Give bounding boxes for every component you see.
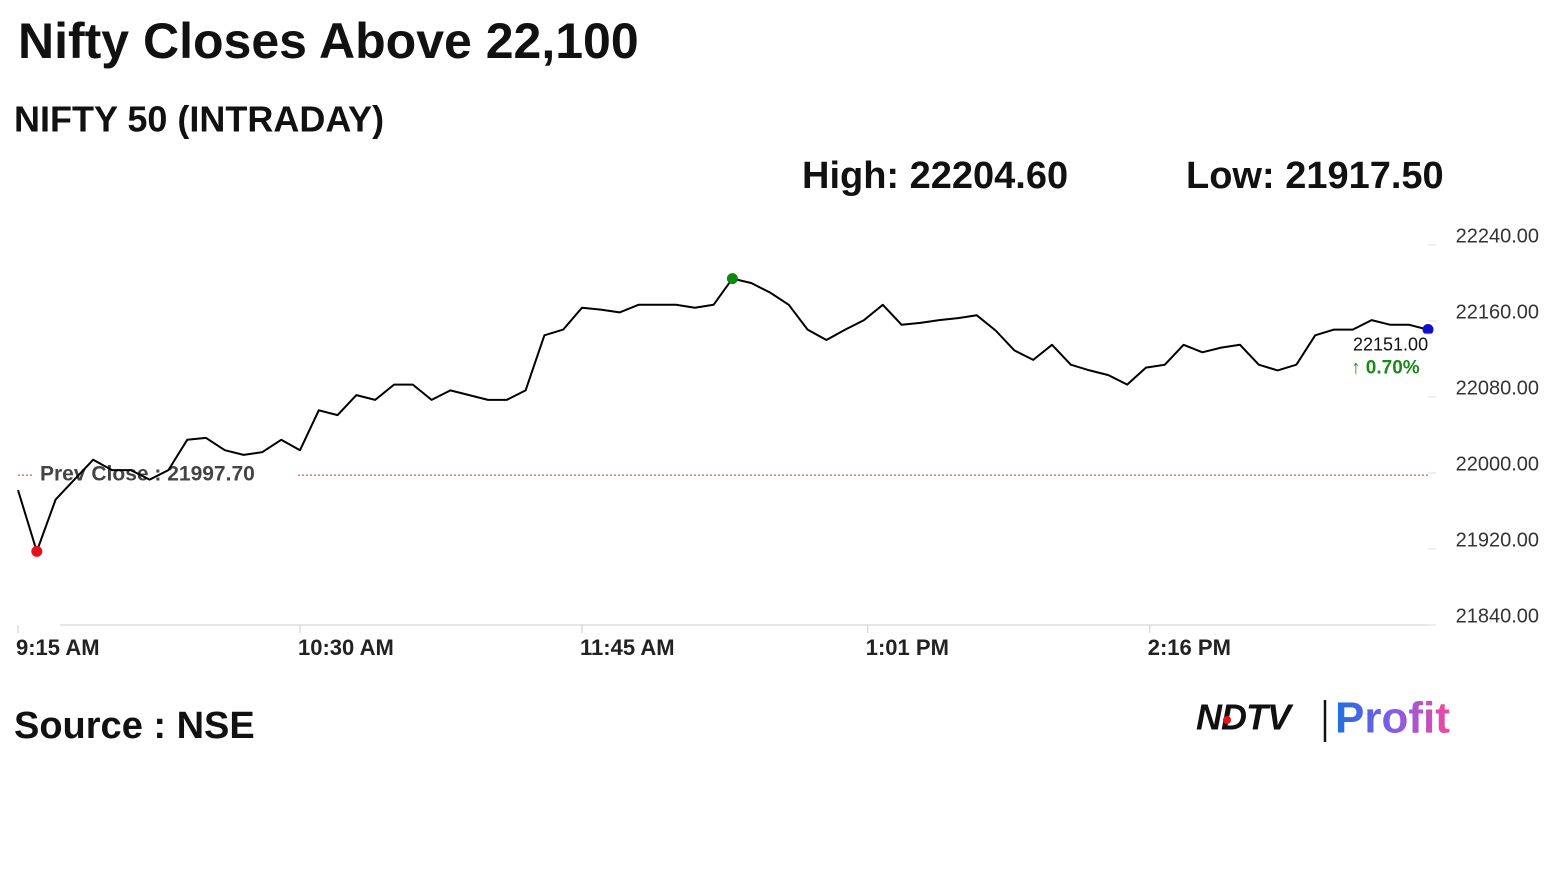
x-tick-label: 1:01 PM (866, 635, 949, 660)
last-price-label: 22151.00 (1353, 334, 1428, 354)
chart-title: Nifty Closes Above 22,100 (18, 13, 639, 69)
high-label: High: 22204.60 (802, 155, 1068, 197)
y-tick-label: 21840.00 (1456, 605, 1539, 627)
logo-dot (1223, 716, 1231, 724)
low-marker (31, 545, 43, 557)
low-label: Low: 21917.50 (1186, 155, 1444, 197)
price-line (17, 277, 1429, 553)
y-tick-label: 22240.00 (1456, 225, 1539, 247)
source: Source : NSE (14, 705, 255, 747)
x-tick-label: 10:30 AM (298, 635, 394, 660)
x-tick-label: 11:45 AM (580, 635, 675, 660)
last-bg (1346, 333, 1438, 382)
y-tick-label: 21920.00 (1456, 529, 1539, 551)
logo-product: Profit (1335, 694, 1450, 743)
y-tick-label: 22080.00 (1456, 377, 1539, 399)
prev-close-label: Prev Close : 21997.70 (40, 463, 255, 486)
y-tick-label: 22160.00 (1456, 301, 1539, 323)
high-marker (726, 273, 738, 285)
change-label: ↑ 0.70% (1351, 358, 1420, 379)
prev-close-bg (34, 461, 296, 488)
last-marker (1422, 324, 1434, 336)
y-tick-label: 22000.00 (1456, 453, 1539, 475)
x-tick-label: 2:16 PM (1148, 635, 1231, 660)
x-tick-label: 9:15 AM (16, 635, 100, 660)
chart-subtitle: NIFTY 50 (INTRADAY) (14, 99, 384, 140)
logo-brand: NDTV (1196, 697, 1294, 738)
